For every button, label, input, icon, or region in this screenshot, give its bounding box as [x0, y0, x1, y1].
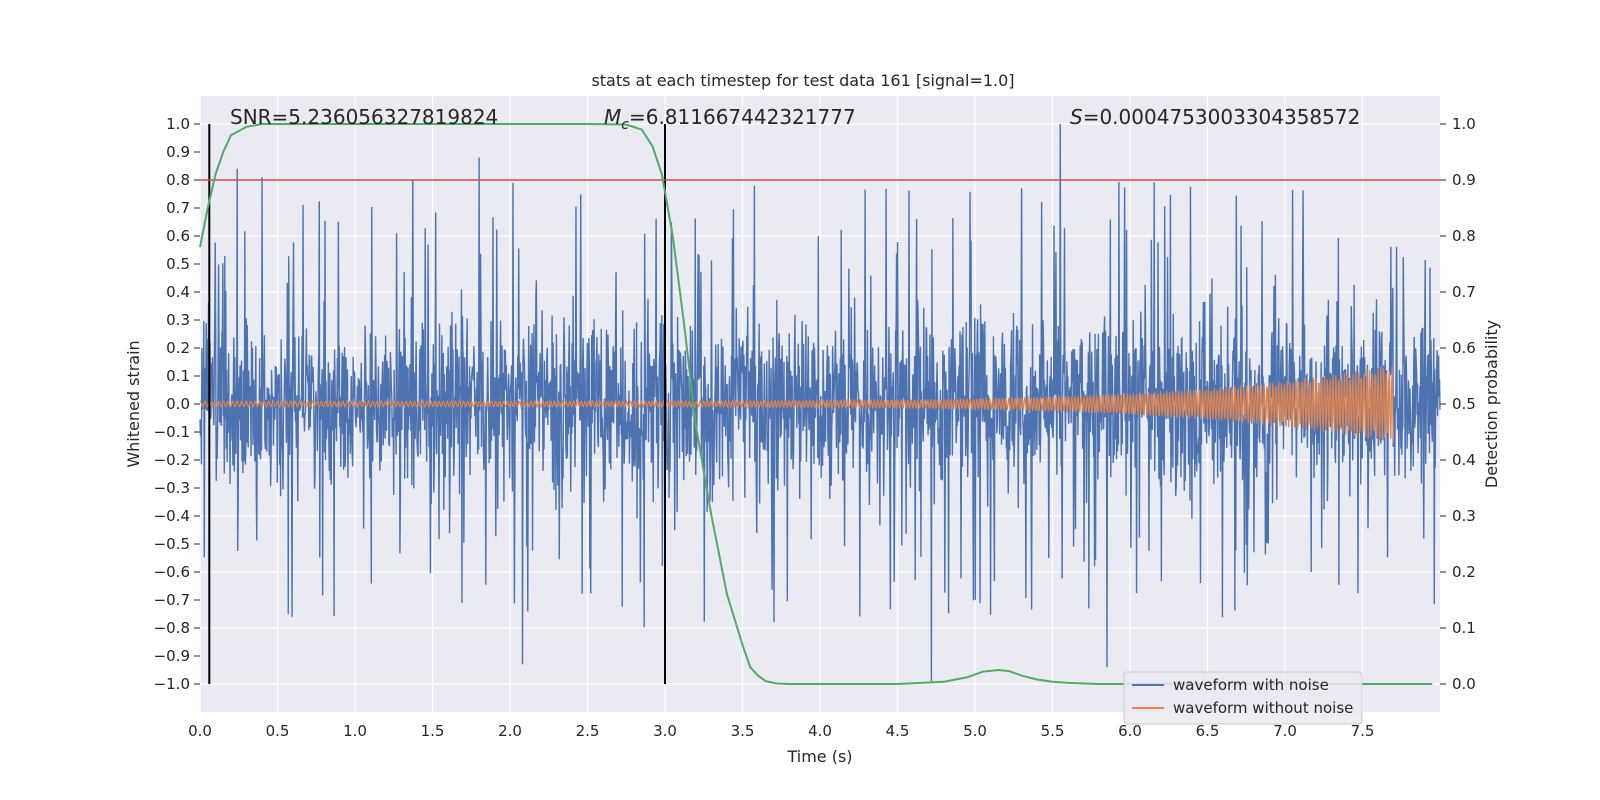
- x-tick-label: 6.0: [1118, 722, 1142, 740]
- x-tick-label: 3.0: [653, 722, 677, 740]
- y-tick-label: −1.0: [154, 675, 190, 693]
- y-tick-label: −0.1: [154, 423, 190, 441]
- x-tick-label: 4.0: [808, 722, 832, 740]
- y2-tick-label: 1.0: [1452, 115, 1476, 133]
- y-tick-label: 0.5: [166, 255, 190, 273]
- y-tick-label: −0.3: [154, 479, 190, 497]
- chirp-mass-value: =6.811667442321777: [629, 105, 856, 129]
- y2-tick-label: 0.8: [1452, 227, 1476, 245]
- s-value: =0.0004753003304358572: [1083, 105, 1361, 129]
- y-tick-label: 1.0: [166, 115, 190, 133]
- chart-title: stats at each timestep for test data 161…: [591, 71, 1014, 90]
- y-tick-label: 0.6: [166, 227, 190, 245]
- y-axis-label: Whitened strain: [124, 340, 143, 467]
- annotation-snr: SNR=5.236056327819824: [230, 105, 498, 129]
- legend-label-clean: waveform without noise: [1173, 699, 1353, 717]
- x-tick-label: 7.0: [1273, 722, 1297, 740]
- y2-tick-label: 0.7: [1452, 283, 1476, 301]
- y-tick-label: −0.9: [154, 647, 190, 665]
- line-detection-probability: [199, 123, 1433, 685]
- x-tick-label: 3.5: [731, 722, 755, 740]
- y2-tick-label: 0.9: [1452, 171, 1476, 189]
- x-tick-label: 4.5: [886, 722, 910, 740]
- y2-tick-label: 0.2: [1452, 563, 1476, 581]
- s-symbol: S: [1070, 105, 1083, 129]
- chirp-mass-subscript: c: [621, 117, 629, 133]
- y-tick-label: −0.4: [154, 507, 190, 525]
- legend-label-noise: waveform with noise: [1173, 676, 1329, 694]
- y2-axis-label: Detection probability: [1482, 320, 1501, 488]
- y2-tick-label: 0.4: [1452, 451, 1476, 469]
- x-tick-label: 5.0: [963, 722, 987, 740]
- line-waveform-with-noise: [199, 123, 1441, 682]
- y-tick-label: −0.6: [154, 563, 190, 581]
- x-axis: 0.0 0.5 1.0 1.5 2.0 2.5 3.0 3.5 4.0 4.5 5.0 5.5 6.0 6…: [188, 722, 1374, 740]
- x-tick-label: 7.5: [1351, 722, 1375, 740]
- x-tick-label: 5.5: [1041, 722, 1065, 740]
- legend-box: [1123, 671, 1363, 725]
- annotation-chirp-mass: Mc=6.811667442321777: [604, 105, 856, 133]
- annotation-s: S=0.0004753003304358572: [1070, 105, 1360, 129]
- y2-tick-label: 0.6: [1452, 339, 1476, 357]
- y2-tick-label: 0.1: [1452, 619, 1476, 637]
- x-axis-label: Time (s): [786, 747, 852, 766]
- y-axis-right: 1.0 0.9 0.8 0.7 0.6 0.5 0.4 0.3 0.2 0.1 0.0: [1440, 115, 1476, 693]
- y-tick-label: 0.2: [166, 339, 190, 357]
- y-tick-label: 0.1: [166, 367, 190, 385]
- chirp-mass-symbol: M: [604, 105, 621, 129]
- line-waveform-without-noise: [199, 366, 1395, 443]
- y-tick-label: −0.7: [154, 591, 190, 609]
- x-tick-label: 2.0: [498, 722, 522, 740]
- x-tick-label: 6.5: [1196, 722, 1220, 740]
- legend: waveform with noise waveform without noi…: [1123, 671, 1363, 725]
- y-tick-label: 0.0: [166, 395, 190, 413]
- series-waveform-with-noise: [199, 123, 1441, 682]
- x-tick-label: 1.0: [343, 722, 367, 740]
- y-tick-label: 0.7: [166, 199, 190, 217]
- y2-tick-label: 0.3: [1452, 507, 1476, 525]
- x-tick-label: 2.5: [576, 722, 600, 740]
- x-tick-label: 0.0: [188, 722, 212, 740]
- y-tick-label: 0.9: [166, 143, 190, 161]
- y2-tick-label: 0.0: [1452, 675, 1476, 693]
- vertical-markers: [208, 124, 666, 684]
- x-tick-label: 0.5: [266, 722, 290, 740]
- y-tick-label: 0.4: [166, 283, 190, 301]
- series-waveform-without-noise: [199, 366, 1395, 443]
- y-tick-label: −0.2: [154, 451, 190, 469]
- y-tick-label: 0.3: [166, 311, 190, 329]
- y-tick-label: 0.8: [166, 171, 190, 189]
- y-tick-label: −0.5: [154, 535, 190, 553]
- series-detection-probability: [199, 123, 1433, 685]
- x-tick-label: 1.5: [421, 722, 445, 740]
- y-axis-left: 1.0 0.9 0.8 0.7 0.6 0.5 0.4 0.3 0.2 0.1 0.0 −0.1 −0.…: [154, 115, 200, 693]
- y-tick-label: −0.8: [154, 619, 190, 637]
- y2-tick-label: 0.5: [1452, 395, 1476, 413]
